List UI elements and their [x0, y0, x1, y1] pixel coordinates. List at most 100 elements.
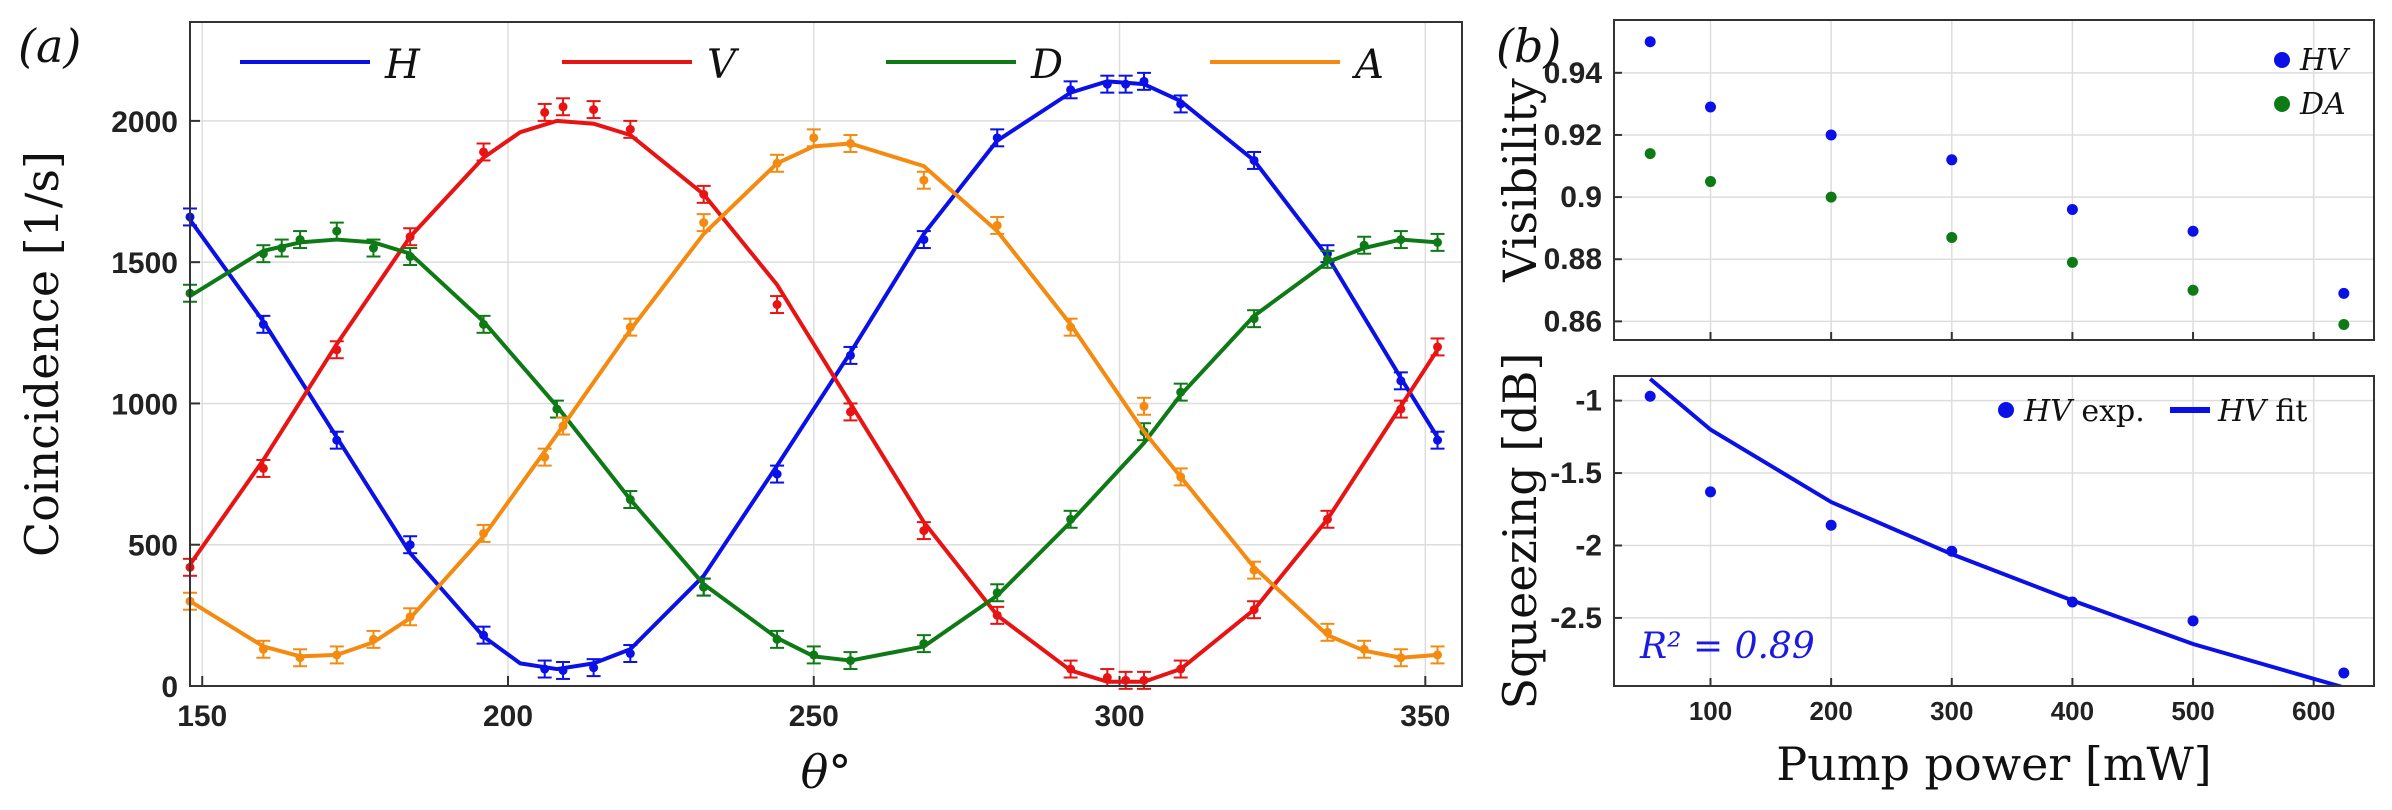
y-tick-label: -2.5 [1550, 602, 1602, 635]
series-V-point [258, 463, 268, 473]
series-D-point [919, 639, 929, 649]
legend-label-HV-fit: HV fit [2217, 394, 2307, 429]
x-tick-label: 200 [483, 700, 533, 733]
legend-label-italic: HV [2217, 394, 2269, 429]
series-H-point [332, 435, 342, 445]
series-A-point [1066, 322, 1076, 332]
y-tick-label: -1.5 [1550, 457, 1602, 490]
series-A-point [699, 218, 709, 228]
series-HV-point [1705, 101, 1717, 113]
x-tick-label: 600 [2292, 696, 2335, 726]
series-HV-point [1946, 154, 1958, 166]
series-A-point [1176, 472, 1186, 482]
y-axis-label: Coincidence [1/s] [15, 151, 69, 557]
series-HV-exp-point [2338, 667, 2350, 679]
series-H-point [1102, 79, 1112, 89]
series-V-point [772, 300, 782, 310]
series-A-point [258, 644, 268, 654]
plot-frame [189, 21, 1463, 687]
series-V-point [699, 189, 709, 199]
x-tick-label: 400 [2051, 696, 2094, 726]
series-D-point [405, 252, 415, 262]
y-tick-label: 0.86 [1544, 305, 1602, 338]
series-H-point [992, 133, 1002, 143]
y-tick-label: 2000 [111, 106, 178, 139]
series-DA-point [2338, 318, 2350, 330]
series-H-point [1176, 99, 1186, 109]
series-D-point [1066, 514, 1076, 524]
series-H-point [772, 469, 782, 479]
series-V-point [845, 407, 855, 417]
series-HV-point [2187, 225, 2199, 237]
legend-marker-HV-exp [1998, 402, 2014, 418]
series-DA-point [2066, 256, 2078, 268]
y-tick-label: 0.92 [1544, 119, 1602, 152]
x-axis-label: Pump power [mW] [1776, 737, 2211, 791]
series-V-point [1066, 664, 1076, 674]
legend-label-HV: HV [2299, 43, 2351, 78]
series-H-point [1396, 376, 1406, 386]
series-H-point [625, 649, 635, 659]
series-V-point [1249, 605, 1259, 615]
legend-label-A: A [1351, 42, 1384, 88]
x-axis-label: θ° [801, 745, 852, 799]
y-tick-label: 500 [128, 530, 178, 563]
series-HV-exp-point [1644, 390, 1656, 402]
plot-frame [1613, 375, 2375, 687]
series-H-point [1249, 155, 1259, 165]
y-tick-label: 0.94 [1544, 57, 1603, 90]
x-tick-label: 200 [1809, 696, 1852, 726]
y-tick-label: 1000 [111, 388, 178, 421]
series-V-point [405, 232, 415, 242]
series-DA-point [1946, 231, 1958, 243]
series-H-point [1121, 79, 1131, 89]
series-D-point [1322, 254, 1332, 264]
series-H-fit-line [188, 79, 1440, 672]
series-H-point [540, 664, 550, 674]
series-D-point [809, 650, 819, 660]
series-A-point [540, 452, 550, 462]
legend-label-rest: fit [2266, 394, 2308, 429]
x-tick-label: 100 [1689, 696, 1732, 726]
series-DA-point [1705, 176, 1717, 188]
series-D-point [992, 588, 1002, 598]
series-H-point [589, 663, 599, 673]
series-D-point [552, 404, 562, 414]
series-DA-point [1644, 148, 1656, 160]
series-V-point [1396, 404, 1406, 414]
series-V-point [992, 610, 1002, 620]
series-D-point [845, 656, 855, 666]
series-A-point [1359, 644, 1369, 654]
y-tick-label: 0.9 [1560, 181, 1602, 214]
series-D-point [479, 319, 489, 329]
plot-frame [1613, 19, 2375, 341]
panel-label: (a) [18, 19, 81, 73]
series-A-point [809, 133, 819, 143]
series-HV-exp-point [1705, 486, 1717, 498]
series-D-point [1396, 235, 1406, 245]
legend-marker-DA [2274, 96, 2290, 112]
x-tick-label: 350 [1400, 700, 1450, 733]
series-A-point [845, 138, 855, 148]
series-V-point [1102, 673, 1112, 683]
panel-b-squeezing: 100 200 300 400 500 600-2.5-2-1.5-1 HV exp. HV … [1493, 353, 2375, 791]
x-tick-label: 150 [177, 700, 227, 733]
legend-label-rest: exp. [2072, 394, 2145, 429]
r-squared-annotation: R² = 0.89 [1639, 626, 1815, 667]
series-A-point [479, 528, 489, 538]
series-D-point [1433, 237, 1443, 247]
y-tick-label: -1 [1575, 385, 1602, 418]
series-H-point [1066, 85, 1076, 95]
y-tick-label: 0.88 [1544, 243, 1602, 276]
series-A-point [332, 650, 342, 660]
panel-label: (b) [1496, 19, 1561, 73]
y-axis-label: Visibility [1493, 78, 1547, 283]
series-D-point [1359, 240, 1369, 250]
series-H-point [258, 319, 268, 329]
series-A-point [1433, 650, 1443, 660]
y-tick-label: 0 [161, 671, 178, 704]
x-tick-label: 250 [789, 700, 839, 733]
series-HV-point [2338, 287, 2350, 299]
series-D-point [332, 226, 342, 236]
y-tick-label: 1500 [111, 247, 178, 280]
